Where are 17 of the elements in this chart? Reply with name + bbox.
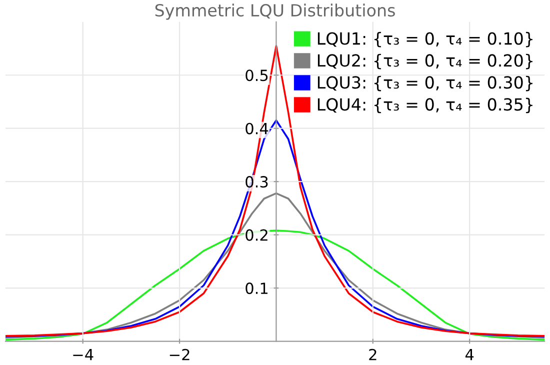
chart-title: Symmetric LQU Distributions — [155, 4, 395, 20]
legend-label: LQU4: {τ₃ = 0, τ₄ = 0.35} — [318, 98, 532, 114]
x-tick-label: −4 — [73, 349, 94, 360]
x-tick-label: 2 — [369, 348, 376, 360]
line-series — [6, 119, 544, 338]
line-series — [6, 230, 544, 341]
y-tick-label: 0.4 — [246, 122, 268, 134]
y-tick-label: 0.2 — [246, 229, 268, 241]
y-tick-label: 0.1 — [246, 282, 268, 294]
y-tick-label: 0.3 — [246, 176, 268, 188]
legend-label: LQU2: {τ₃ = 0, τ₄ = 0.20} — [318, 54, 532, 70]
y-tick-label: 0.5 — [246, 70, 268, 82]
line-series — [6, 192, 544, 338]
x-tick-label: 4 — [465, 349, 474, 360]
x-tick-label: −2 — [170, 348, 190, 360]
legend-label: LQU3: {τ₃ = 0, τ₄ = 0.30} — [318, 76, 532, 92]
legend-label: LQU1: {τ₃ = 0, τ₄ = 0.10} — [318, 32, 532, 48]
